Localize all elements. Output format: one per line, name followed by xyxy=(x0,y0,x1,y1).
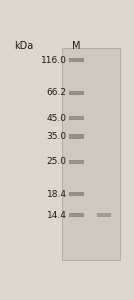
Bar xyxy=(69,161,84,163)
Bar xyxy=(69,117,84,119)
Bar xyxy=(69,58,84,62)
Text: 25.0: 25.0 xyxy=(47,158,67,166)
Text: 116.0: 116.0 xyxy=(41,56,67,65)
Bar xyxy=(69,192,84,196)
Bar xyxy=(69,116,84,120)
Bar xyxy=(69,136,84,137)
Text: 45.0: 45.0 xyxy=(47,113,67,122)
Text: M: M xyxy=(72,41,81,51)
Bar xyxy=(69,214,84,216)
Text: 66.2: 66.2 xyxy=(47,88,67,97)
Text: 14.4: 14.4 xyxy=(47,211,67,220)
Bar xyxy=(69,160,84,164)
Bar xyxy=(69,194,84,195)
Text: 35.0: 35.0 xyxy=(46,132,67,141)
Bar xyxy=(97,213,111,217)
Bar xyxy=(69,92,84,93)
Bar xyxy=(69,213,84,217)
Text: 18.4: 18.4 xyxy=(47,190,67,199)
Text: kDa: kDa xyxy=(14,41,33,51)
Bar xyxy=(62,47,120,260)
Bar xyxy=(69,134,84,139)
Bar xyxy=(97,214,111,216)
Bar xyxy=(69,91,84,95)
Bar xyxy=(69,59,84,61)
